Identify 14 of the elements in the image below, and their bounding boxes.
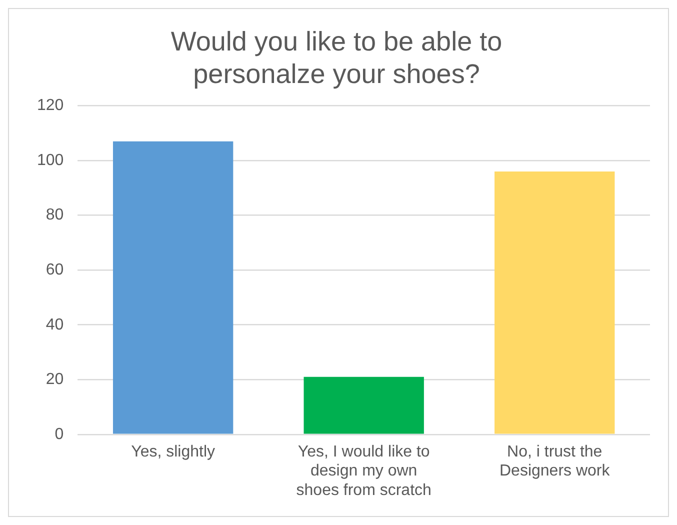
y-tick-label: 20 (46, 371, 64, 388)
x-tick-label: Yes, slightly (131, 443, 216, 460)
bar (494, 172, 615, 434)
y-tick-label: 80 (46, 206, 64, 224)
y-tick-label: 60 (46, 262, 64, 279)
x-tick-label: Yes, I would like to design my own shoes from scratch (296, 443, 432, 499)
y-tick-label: 120 (36, 97, 64, 114)
chart-title: Would you like to be able to personalze your shoes? (170, 26, 502, 90)
x-tick-label: No, i trust the Designers work (499, 443, 611, 480)
y-tick-label: 0 (54, 426, 64, 443)
y-tick-label: 100 (36, 152, 64, 169)
y-tick-label: 40 (46, 316, 64, 334)
bar (304, 376, 424, 434)
bar (112, 141, 234, 434)
